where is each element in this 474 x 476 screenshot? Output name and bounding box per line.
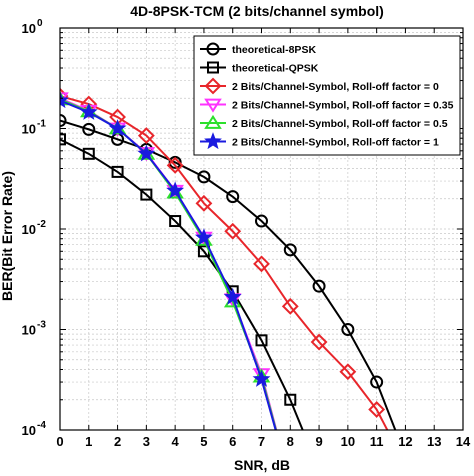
series-0 (60, 114, 397, 430)
y-tick-label: 10 (22, 323, 36, 338)
x-tick-label: 2 (114, 434, 121, 449)
x-tick-label: 14 (456, 434, 471, 449)
legend-entry: 2 Bits/Channel-Symbol, Roll-off factor =… (200, 77, 439, 95)
y-tick-label-exponent: 0 (37, 18, 43, 29)
x-tick-label: 6 (229, 434, 236, 449)
y-tick-label: 10 (22, 222, 36, 237)
data-point-square (111, 165, 124, 178)
series-line (60, 138, 304, 430)
data-layer (60, 87, 397, 430)
series-line (60, 119, 397, 430)
x-tick-label: 10 (341, 434, 355, 449)
data-point-square (60, 133, 66, 146)
x-tick-label: 5 (200, 434, 207, 449)
legend-entry: 2 Bits/Channel-Symbol, Roll-off factor =… (200, 98, 454, 113)
data-point-diamond (281, 297, 299, 315)
chart-title: 4D-8PSK-TCM (2 bits/channel symbol) (130, 3, 384, 19)
data-point-circle (226, 190, 240, 204)
legend-label: 2 Bits/Channel-Symbol, Roll-off factor =… (232, 137, 439, 149)
data-point-circle (283, 243, 297, 257)
data-point-circle (312, 279, 326, 293)
legend-entry: theoretical-QPSK (200, 61, 319, 75)
series-1 (60, 133, 304, 430)
data-point-diamond (137, 127, 155, 145)
data-point-circle (60, 114, 67, 128)
legend-label: theoretical-QPSK (232, 63, 319, 75)
data-point-star (223, 287, 242, 305)
data-point-star (194, 228, 213, 246)
data-point-star (60, 91, 69, 109)
legend-label: 2 Bits/Channel-Symbol, Roll-off factor =… (232, 100, 454, 112)
data-point-diamond (310, 333, 328, 351)
data-point-square (284, 393, 297, 406)
data-point-circle (168, 155, 182, 169)
data-point-diamond (253, 255, 270, 273)
y-tick-label-exponent: -4 (37, 420, 46, 431)
data-point-star (79, 102, 98, 120)
legend-marker-diamond (204, 77, 222, 95)
x-tick-label: 7 (258, 434, 265, 449)
x-axis-title: SNR, dB (234, 457, 290, 473)
legend: theoretical-8PSK theoretical-QPSK 2 Bits/C… (193, 35, 461, 156)
data-point-star (166, 181, 185, 199)
data-point-diamond (166, 156, 184, 174)
y-tick-label-exponent: -2 (37, 219, 46, 230)
data-point-circle (82, 122, 96, 136)
legend-label: 2 Bits/Channel-Symbol, Roll-off factor =… (232, 81, 439, 93)
legend-label: 2 Bits/Channel-Symbol, Roll-off factor =… (232, 118, 448, 130)
data-point-circle (341, 323, 355, 336)
data-point-square (255, 334, 268, 347)
x-tick-label: 0 (56, 434, 63, 449)
x-tick-label: 4 (172, 434, 180, 449)
y-tick-label: 10 (22, 122, 36, 137)
data-point-diamond (224, 222, 242, 240)
series-5 (60, 91, 277, 430)
data-point-star (137, 144, 156, 162)
x-tick-label: 3 (143, 434, 150, 449)
legend-marker-circle (206, 42, 220, 56)
legend-entry: theoretical-8PSK (200, 42, 316, 56)
data-point-square (169, 215, 182, 228)
data-point-diamond (195, 194, 213, 212)
x-tick-label: 12 (398, 434, 412, 449)
legend-box (193, 35, 461, 156)
data-point-star (252, 369, 271, 387)
x-tick-label: 1 (85, 434, 92, 449)
y-tick-label-exponent: -3 (37, 320, 46, 331)
legend-marker-triangle-up (204, 114, 222, 129)
legend-entry: 2 Bits/Channel-Symbol, Roll-off factor =… (200, 114, 448, 130)
y-tick-label: 10 (22, 21, 36, 36)
data-point-square (82, 147, 95, 160)
data-point-star (108, 119, 127, 137)
data-point-circle (255, 214, 268, 228)
legend-entry: 2 Bits/Channel-Symbol, Roll-off factor =… (200, 132, 439, 150)
series-line (60, 95, 389, 430)
legend-label: theoretical-8PSK (232, 44, 316, 56)
y-tick-label-exponent: -1 (37, 119, 46, 130)
legend-marker-star (204, 132, 222, 150)
data-point-diamond (339, 363, 357, 381)
x-tick-label: 9 (315, 434, 322, 449)
y-axis-title: BER(Bit Error Rate) (0, 171, 15, 301)
x-tick-label: 8 (287, 434, 294, 449)
data-point-diamond (368, 401, 386, 418)
x-tick-label: 13 (427, 434, 441, 449)
data-point-circle (370, 375, 384, 389)
x-tick-label: 11 (370, 434, 384, 449)
data-point-circle (197, 170, 211, 184)
y-tick-label: 10 (22, 423, 36, 438)
legend-marker-triangle-down (204, 98, 222, 113)
legend-marker-square (207, 61, 219, 74)
data-point-square (140, 188, 153, 201)
